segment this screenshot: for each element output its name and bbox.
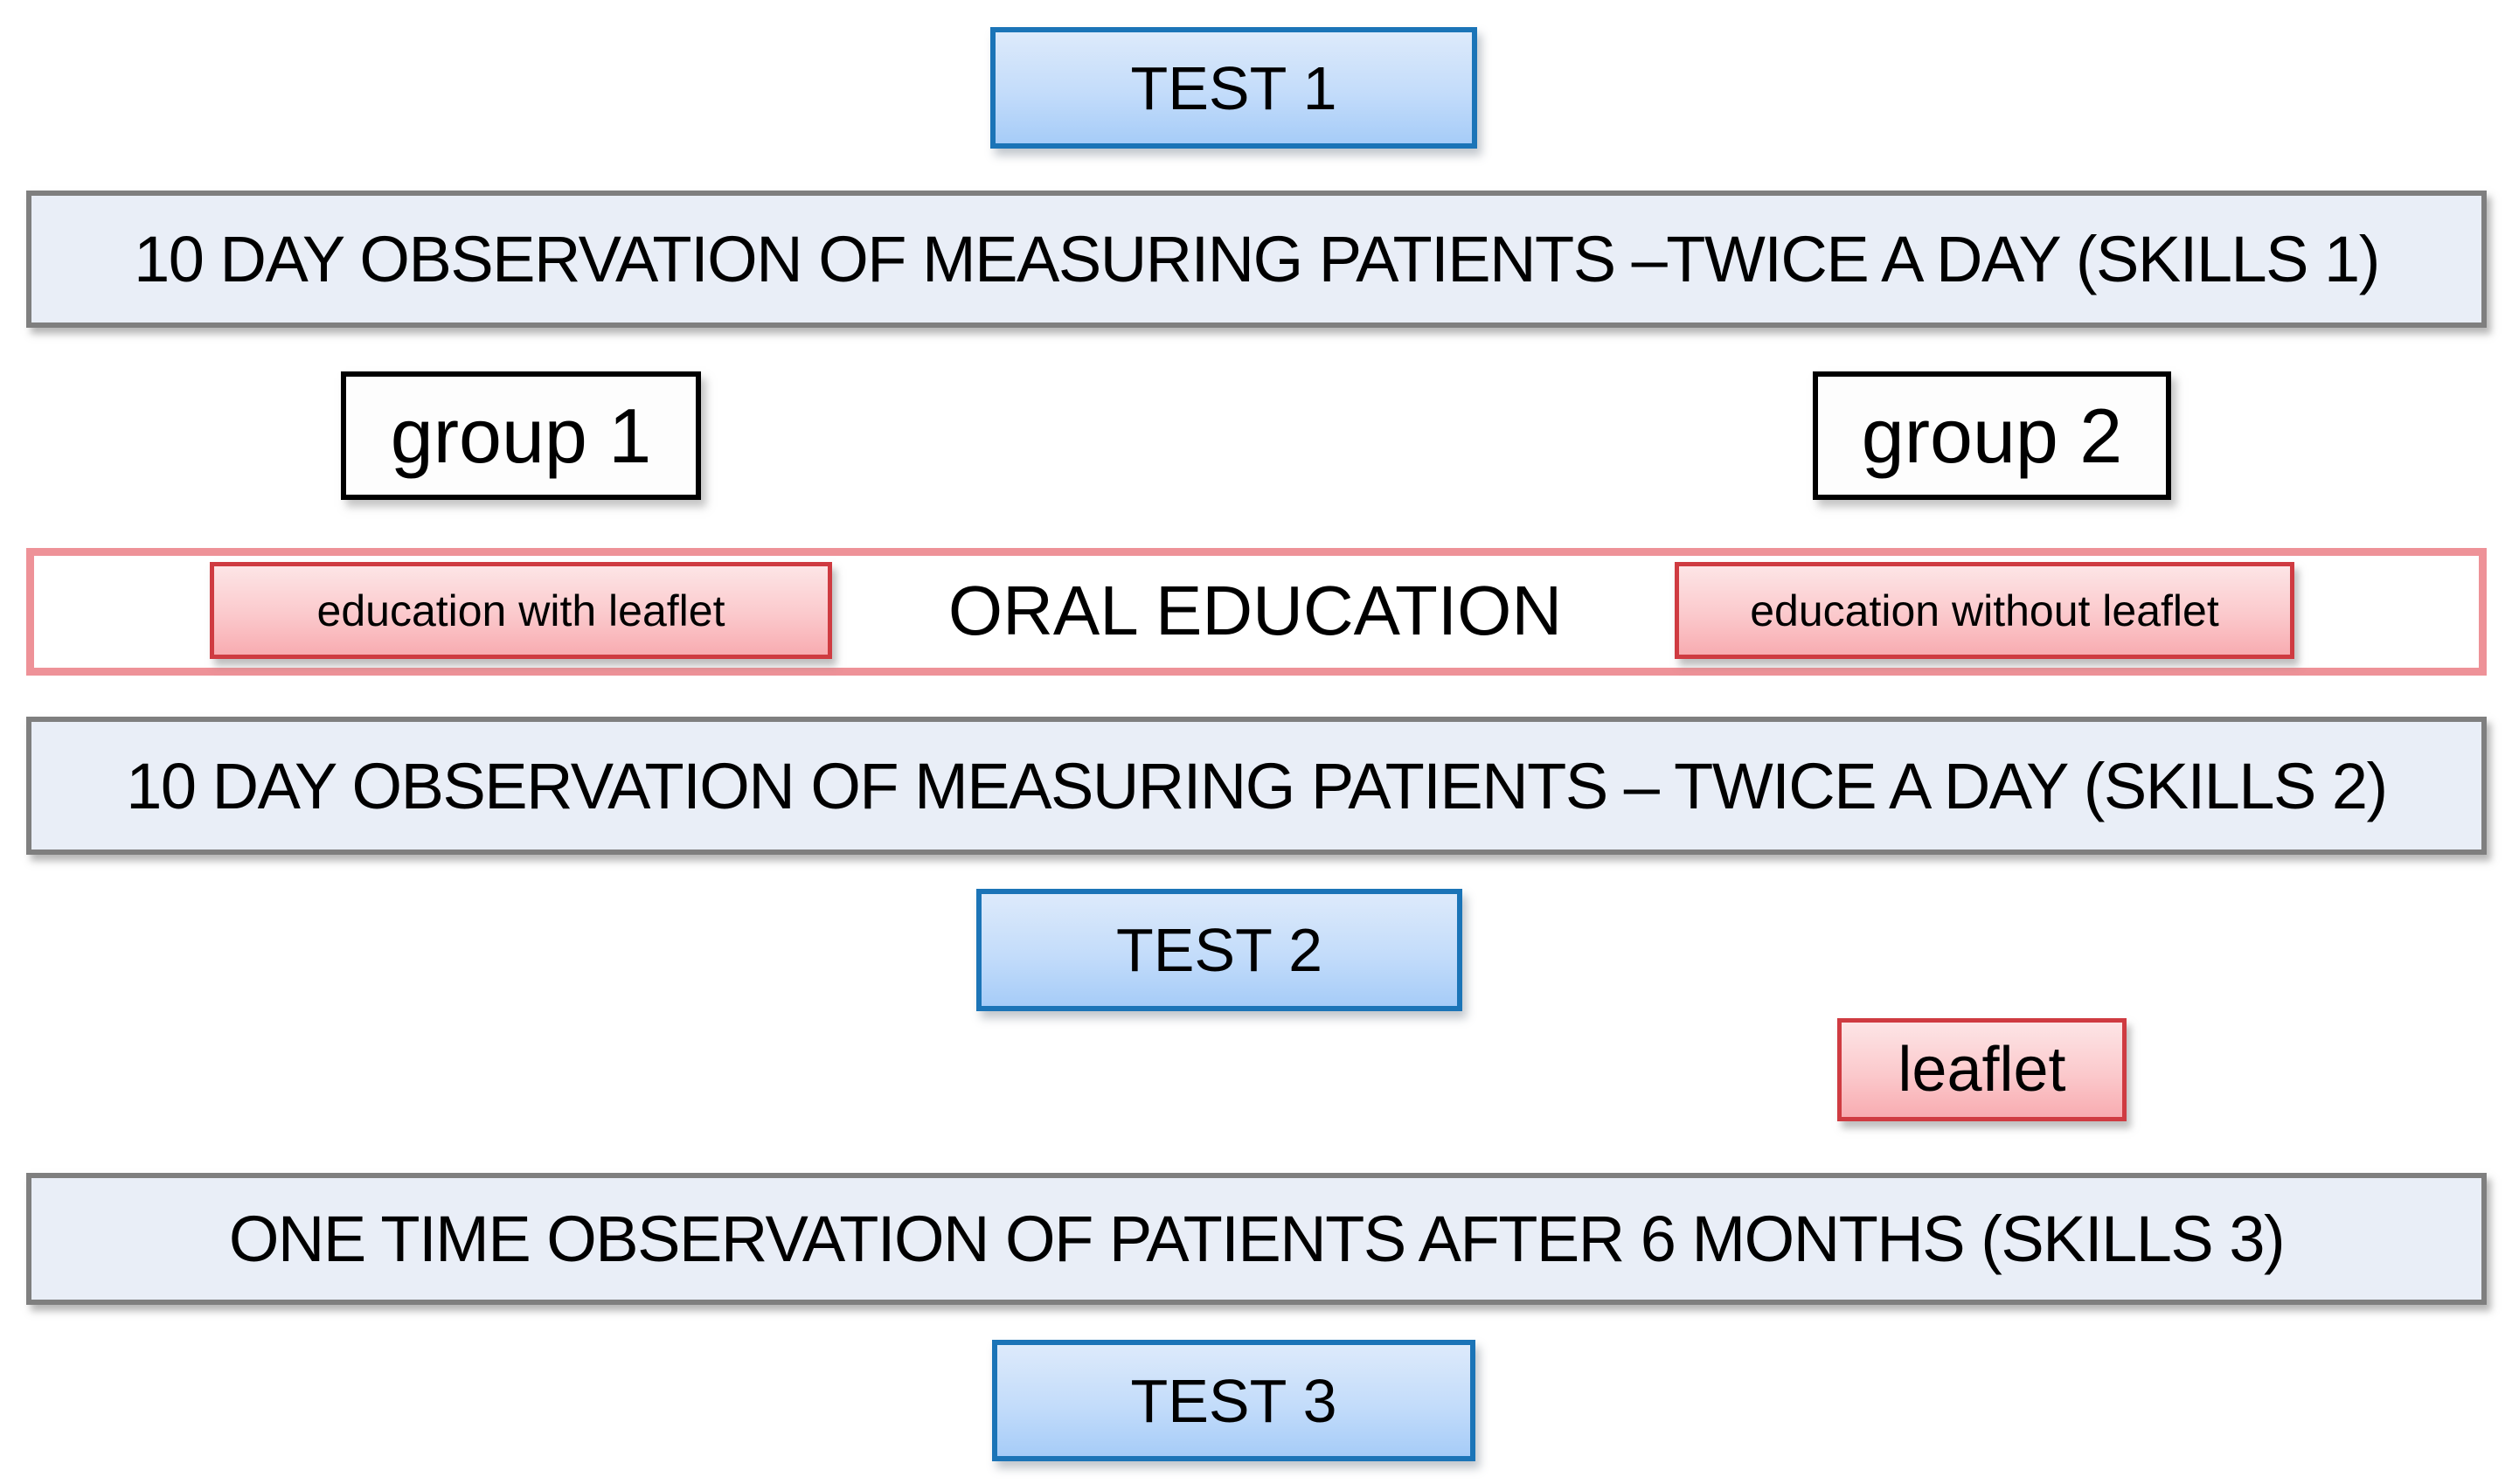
node-group1-label: group 1 [390,392,652,479]
node-leaflet-label: leaflet [1898,1035,2066,1105]
node-education-without-leaflet-label: education without leaflet [1750,586,2219,635]
node-skills1-bar: 10 DAY OBSERVATION OF MEASURING PATIENTS… [26,191,2487,328]
node-group1: group 1 [341,371,701,500]
node-oral-education-label: ORAL EDUCATION [914,559,1596,662]
node-education-with-leaflet: education with leaflet [210,562,832,659]
node-group2-label: group 2 [1861,392,2123,479]
node-education-without-leaflet: education without leaflet [1675,562,2294,659]
node-skills3-bar: ONE TIME OBSERVATION OF PATIENTS AFTER 6… [26,1173,2487,1305]
node-skills2-bar: 10 DAY OBSERVATION OF MEASURING PATIENTS… [26,717,2487,855]
node-skills1-label: 10 DAY OBSERVATION OF MEASURING PATIENTS… [134,223,2380,295]
oral-education-text: ORAL EDUCATION [947,572,1563,649]
node-test3: TEST 3 [992,1340,1475,1461]
node-skills2-label: 10 DAY OBSERVATION OF MEASURING PATIENTS… [126,749,2388,822]
node-skills3-label: ONE TIME OBSERVATION OF PATIENTS AFTER 6… [228,1203,2286,1275]
node-leaflet: leaflet [1837,1018,2127,1121]
node-test2-label: TEST 2 [1115,916,1322,984]
node-test3-label: TEST 3 [1130,1366,1337,1435]
node-group2: group 2 [1813,371,2171,500]
node-test2: TEST 2 [976,889,1462,1011]
node-test1-label: TEST 1 [1130,53,1337,122]
node-education-with-leaflet-label: education with leaflet [316,586,725,635]
node-test1: TEST 1 [990,27,1477,149]
